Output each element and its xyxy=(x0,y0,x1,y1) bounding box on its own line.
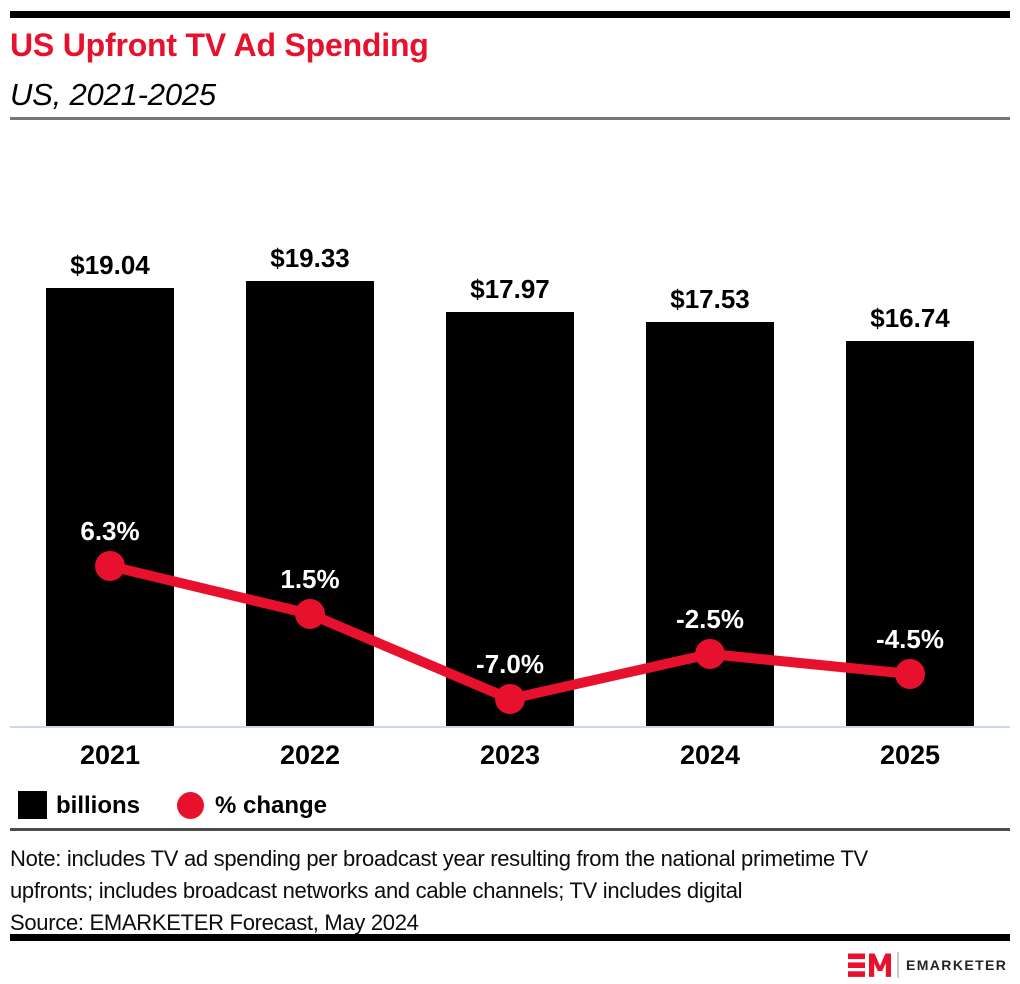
header-rule xyxy=(10,117,1010,120)
x-axis-label-2022: 2022 xyxy=(279,740,341,770)
x-axis-label-2023: 2023 xyxy=(479,740,541,770)
chart-title: US Upfront TV Ad Spending xyxy=(10,27,429,63)
pct-change-label-2022: 1.5% xyxy=(280,564,340,594)
pct-change-label-2024: -2.5% xyxy=(676,604,744,634)
line-point-2022 xyxy=(295,599,325,629)
note-text-line-2: upfronts; includes broadcast networks an… xyxy=(10,878,743,903)
top-rule xyxy=(10,11,1010,18)
legend-swatch-pct-change xyxy=(177,792,204,819)
pct-change-label-2025: -4.5% xyxy=(876,624,944,654)
bottom-rule xyxy=(10,934,1010,941)
line-point-2021 xyxy=(95,551,125,581)
bar-2023 xyxy=(446,312,574,726)
source-text: Source: EMARKETER Forecast, May 2024 xyxy=(10,910,419,935)
note-text-line-1: Note: includes TV ad spending per broadc… xyxy=(10,846,868,871)
line-point-2023 xyxy=(495,684,525,714)
bar-value-label-2025: $16.74 xyxy=(870,302,950,333)
bar-value-label-2023: $17.97 xyxy=(470,274,550,305)
bar-2021 xyxy=(46,287,174,726)
line-point-2024 xyxy=(695,639,725,669)
x-axis-label-2025: 2025 xyxy=(879,740,941,770)
bar-2022 xyxy=(246,281,374,726)
pct-change-label-2021: 6.3% xyxy=(80,516,140,546)
line-point-2025 xyxy=(895,659,925,689)
legend-rule xyxy=(10,828,1010,831)
pct-change-label-2023: -7.0% xyxy=(476,649,544,679)
x-axis-label-2024: 2024 xyxy=(679,740,741,770)
emarketer-logo-icon xyxy=(848,953,891,977)
legend-label-pct-change: % change xyxy=(215,792,328,819)
legend-label-billions: billions xyxy=(56,792,140,819)
x-axis-baseline xyxy=(10,726,1010,728)
chart-subtitle: US, 2021-2025 xyxy=(10,77,216,112)
legend-swatch-billions xyxy=(18,791,47,819)
logo-divider xyxy=(897,952,899,978)
bar-value-label-2021: $19.04 xyxy=(70,249,150,280)
bar-value-label-2024: $17.53 xyxy=(670,284,750,315)
bar-value-label-2022: $19.33 xyxy=(270,243,350,273)
brand-wordmark: EMARKETER xyxy=(906,957,1008,973)
x-axis-label-2021: 2021 xyxy=(79,740,141,770)
